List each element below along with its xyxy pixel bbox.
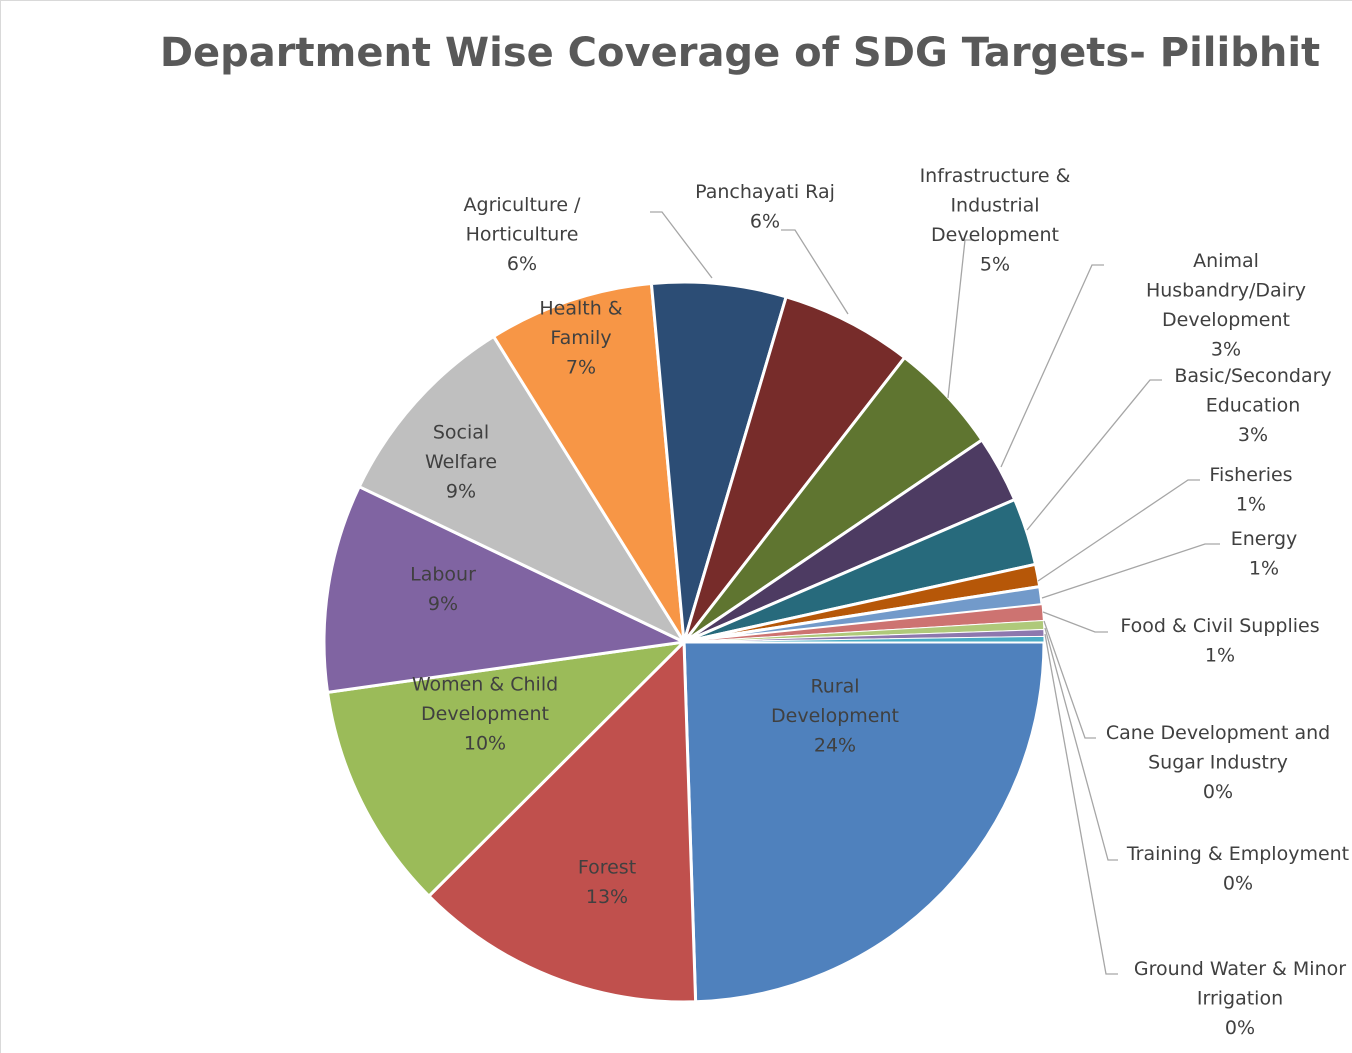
data-label-13: Energy 1% (1231, 528, 1298, 580)
data-label-14: Food & Civil Supplies 1% (1120, 615, 1319, 667)
leader-line-12 (1037, 479, 1200, 582)
data-label-9: Infrastructure & Industrial Development 5% (920, 165, 1071, 276)
data-label-4: Labour 9% (410, 563, 476, 615)
pie-slice-17 (683, 635, 1045, 643)
pie-slice-7 (649, 280, 788, 644)
pie-slice-4 (322, 485, 686, 694)
leader-line-16 (1044, 627, 1118, 861)
leader-line-10 (1000, 264, 1104, 468)
leader-line-7 (650, 211, 713, 279)
pie-slices (322, 280, 1046, 1004)
pie-slice-6 (492, 281, 686, 644)
pie-slice-8 (682, 295, 907, 644)
pie-slice-5 (357, 334, 686, 644)
data-label-2: Forest 13% (578, 856, 636, 908)
data-label-6: Health & Family 7% (539, 298, 622, 379)
data-label-11: Basic/Secondary Education 3% (1174, 365, 1331, 446)
data-labels: Rural Development 24% Forest 13% Women & Chil… (410, 165, 1349, 1039)
leader-line-11 (1026, 379, 1162, 531)
data-label-5: Social Welfare 9% (425, 422, 497, 503)
leader-line-17 (1044, 633, 1118, 975)
chart-title: Department Wise Coverage of SDG Targets-… (160, 30, 1320, 76)
leader-line-14 (1042, 611, 1108, 633)
data-label-16: Training & Employment 0% (1126, 843, 1349, 895)
data-label-12: Fisheries 1% (1209, 464, 1292, 516)
leader-line-15 (1043, 620, 1096, 739)
data-label-17: Ground Water & Minor Irrigation 0% (1134, 958, 1346, 1039)
leader-line-8 (781, 229, 849, 315)
leader-line-9 (947, 239, 974, 399)
data-label-10: Animal Husbandry/Dairy Development 3% (1146, 250, 1306, 361)
leader-lines (650, 211, 1220, 975)
data-label-1: Rural Development 24% (771, 676, 899, 757)
pie-slice-2 (427, 640, 698, 1004)
pie-slice-3 (326, 640, 686, 898)
pie-slice-1 (682, 640, 1046, 1004)
data-label-8: Panchayati Raj 6% (695, 181, 835, 233)
leader-line-13 (1041, 543, 1220, 599)
data-label-3: Women & Child Development 10% (412, 674, 558, 755)
data-label-15: Cane Development and Sugar Industry 0% (1106, 722, 1330, 803)
data-label-7: Agriculture / Horticulture 6% (464, 194, 582, 275)
